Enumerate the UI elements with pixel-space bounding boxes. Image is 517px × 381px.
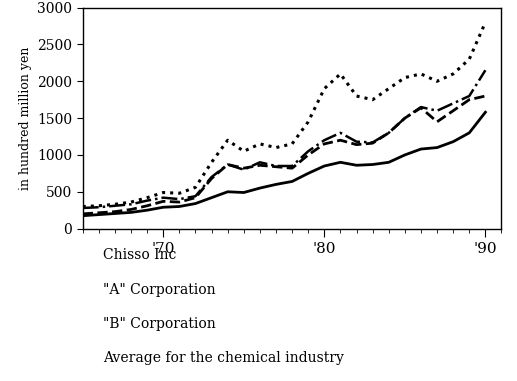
Text: "B" Corporation: "B" Corporation [103, 317, 216, 331]
Y-axis label: in hundred million yen: in hundred million yen [19, 46, 32, 190]
Text: Chisso Inc: Chisso Inc [103, 248, 177, 262]
Text: Average for the chemical industry: Average for the chemical industry [103, 351, 344, 365]
Text: "A" Corporation: "A" Corporation [103, 283, 216, 296]
